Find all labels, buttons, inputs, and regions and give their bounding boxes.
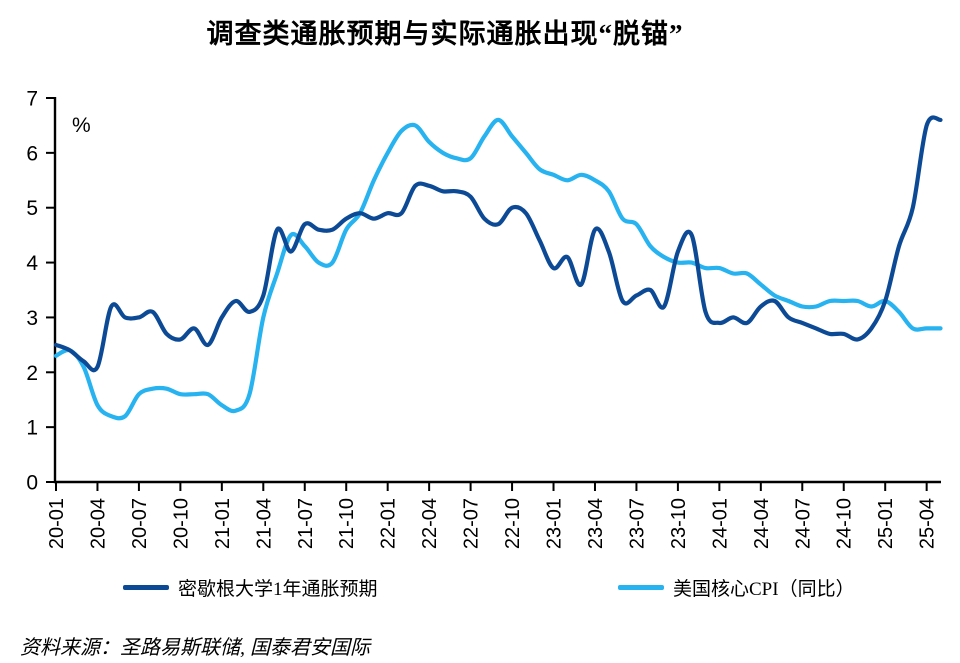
x-axis-tick-label: 22-01 — [378, 498, 400, 549]
series-line-michigan — [53, 115, 943, 373]
x-axis-tick-label: 24-01 — [709, 498, 731, 549]
legend-label-michigan: 密歇根大学1年通胀预期 — [178, 578, 378, 600]
x-axis-tick-label: 25-01 — [875, 498, 897, 549]
x-axis-tick-label: 20-07 — [129, 498, 151, 549]
x-axis-tick-label: 23-07 — [626, 498, 648, 549]
y-axis-tick-label: 5 — [26, 197, 38, 220]
y-axis-tick-label: 7 — [26, 88, 38, 111]
x-axis-tick-label: 22-04 — [419, 498, 441, 549]
x-axis-tick-label: 21-07 — [295, 498, 317, 549]
x-axis-tick-label: 21-04 — [253, 498, 275, 549]
line-chart: 0 1 2 3 4 5 6 7% 20-01 20-04 20-07 20-10 21-01 21-04 2… — [26, 88, 943, 549]
y-axis-tick-label: 6 — [26, 142, 38, 165]
x-axis-tick-label: 25-04 — [917, 498, 939, 549]
chart-title: 调查类通胀预期与实际通胀出现“脱锚” — [206, 19, 684, 49]
x-axis-tick-label: 22-10 — [502, 498, 524, 549]
y-axis-tick-label: 4 — [26, 252, 38, 275]
y-axis-tick-label: 1 — [26, 417, 38, 440]
michigan-line-swatch — [123, 584, 169, 590]
x-axis-tick-label: 23-01 — [544, 498, 566, 549]
x-axis-tick-label: 21-01 — [212, 498, 234, 549]
x-axis-tick-label: 24-10 — [834, 498, 856, 549]
y-axis-tick-label: 0 — [26, 472, 38, 495]
legend-label-core-cpi: 美国核心CPI（同比） — [673, 578, 855, 600]
x-axis-tick-label: 24-04 — [751, 498, 773, 549]
x-axis-tick-label: 24-07 — [792, 498, 814, 549]
y-axis-tick-label: 3 — [26, 307, 38, 330]
x-axis-tick-label: 22-07 — [461, 498, 483, 549]
series-line-core-cpi — [53, 117, 943, 421]
x-axis-tick-label: 20-01 — [46, 498, 68, 549]
y-axis-tick-label: 2 — [26, 362, 38, 385]
y-axis-unit-label: % — [72, 114, 91, 137]
x-axis-tick-label: 20-10 — [170, 498, 192, 549]
axis-spines — [53, 97, 941, 484]
legend-item-michigan: 密歇根大学1年通胀预期 — [123, 574, 378, 600]
source-note: 资料来源：圣路易斯联储, 国泰君安国际 — [20, 637, 370, 659]
x-axis-tick-label: 21-10 — [336, 498, 358, 549]
x-axis-tick-label: 20-04 — [87, 498, 109, 549]
core-cpi-line-swatch — [618, 584, 664, 590]
legend-item-core-cpi: 美国核心CPI（同比） — [618, 574, 855, 600]
x-axis-tick-label: 23-10 — [668, 498, 690, 549]
x-axis-tick-label: 23-04 — [585, 498, 607, 549]
